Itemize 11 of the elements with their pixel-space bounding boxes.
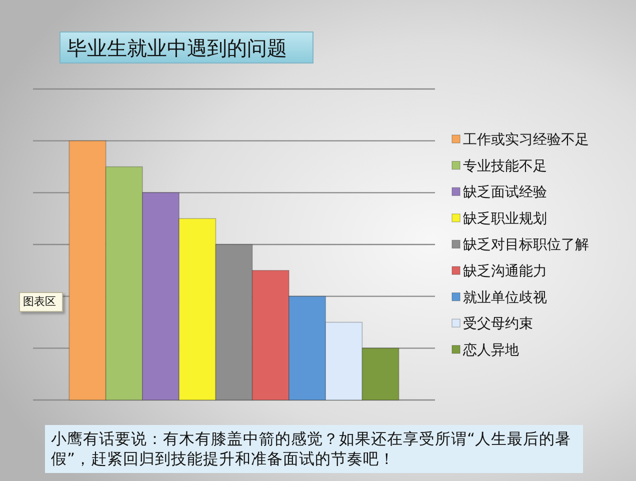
legend-label: 缺乏面试经验 [463,184,547,201]
legend-label: 缺乏职业规划 [463,210,547,227]
legend-label: 工作或实习经验不足 [463,132,589,148]
legend-label: 专业技能不足 [463,158,547,174]
legend-label: 就业单位歧视 [463,290,547,306]
legend-label: 缺乏对目标职位了解 [463,237,589,254]
legend-label: 恋人异地 [462,342,519,358]
legend-label: 受父母约束 [463,316,533,332]
chart-title: 毕业生就业中遇到的问题 [67,36,287,60]
title: 毕业生就业中遇到的问题 [60,32,314,64]
legend-label: 缺乏沟通能力 [463,264,547,280]
